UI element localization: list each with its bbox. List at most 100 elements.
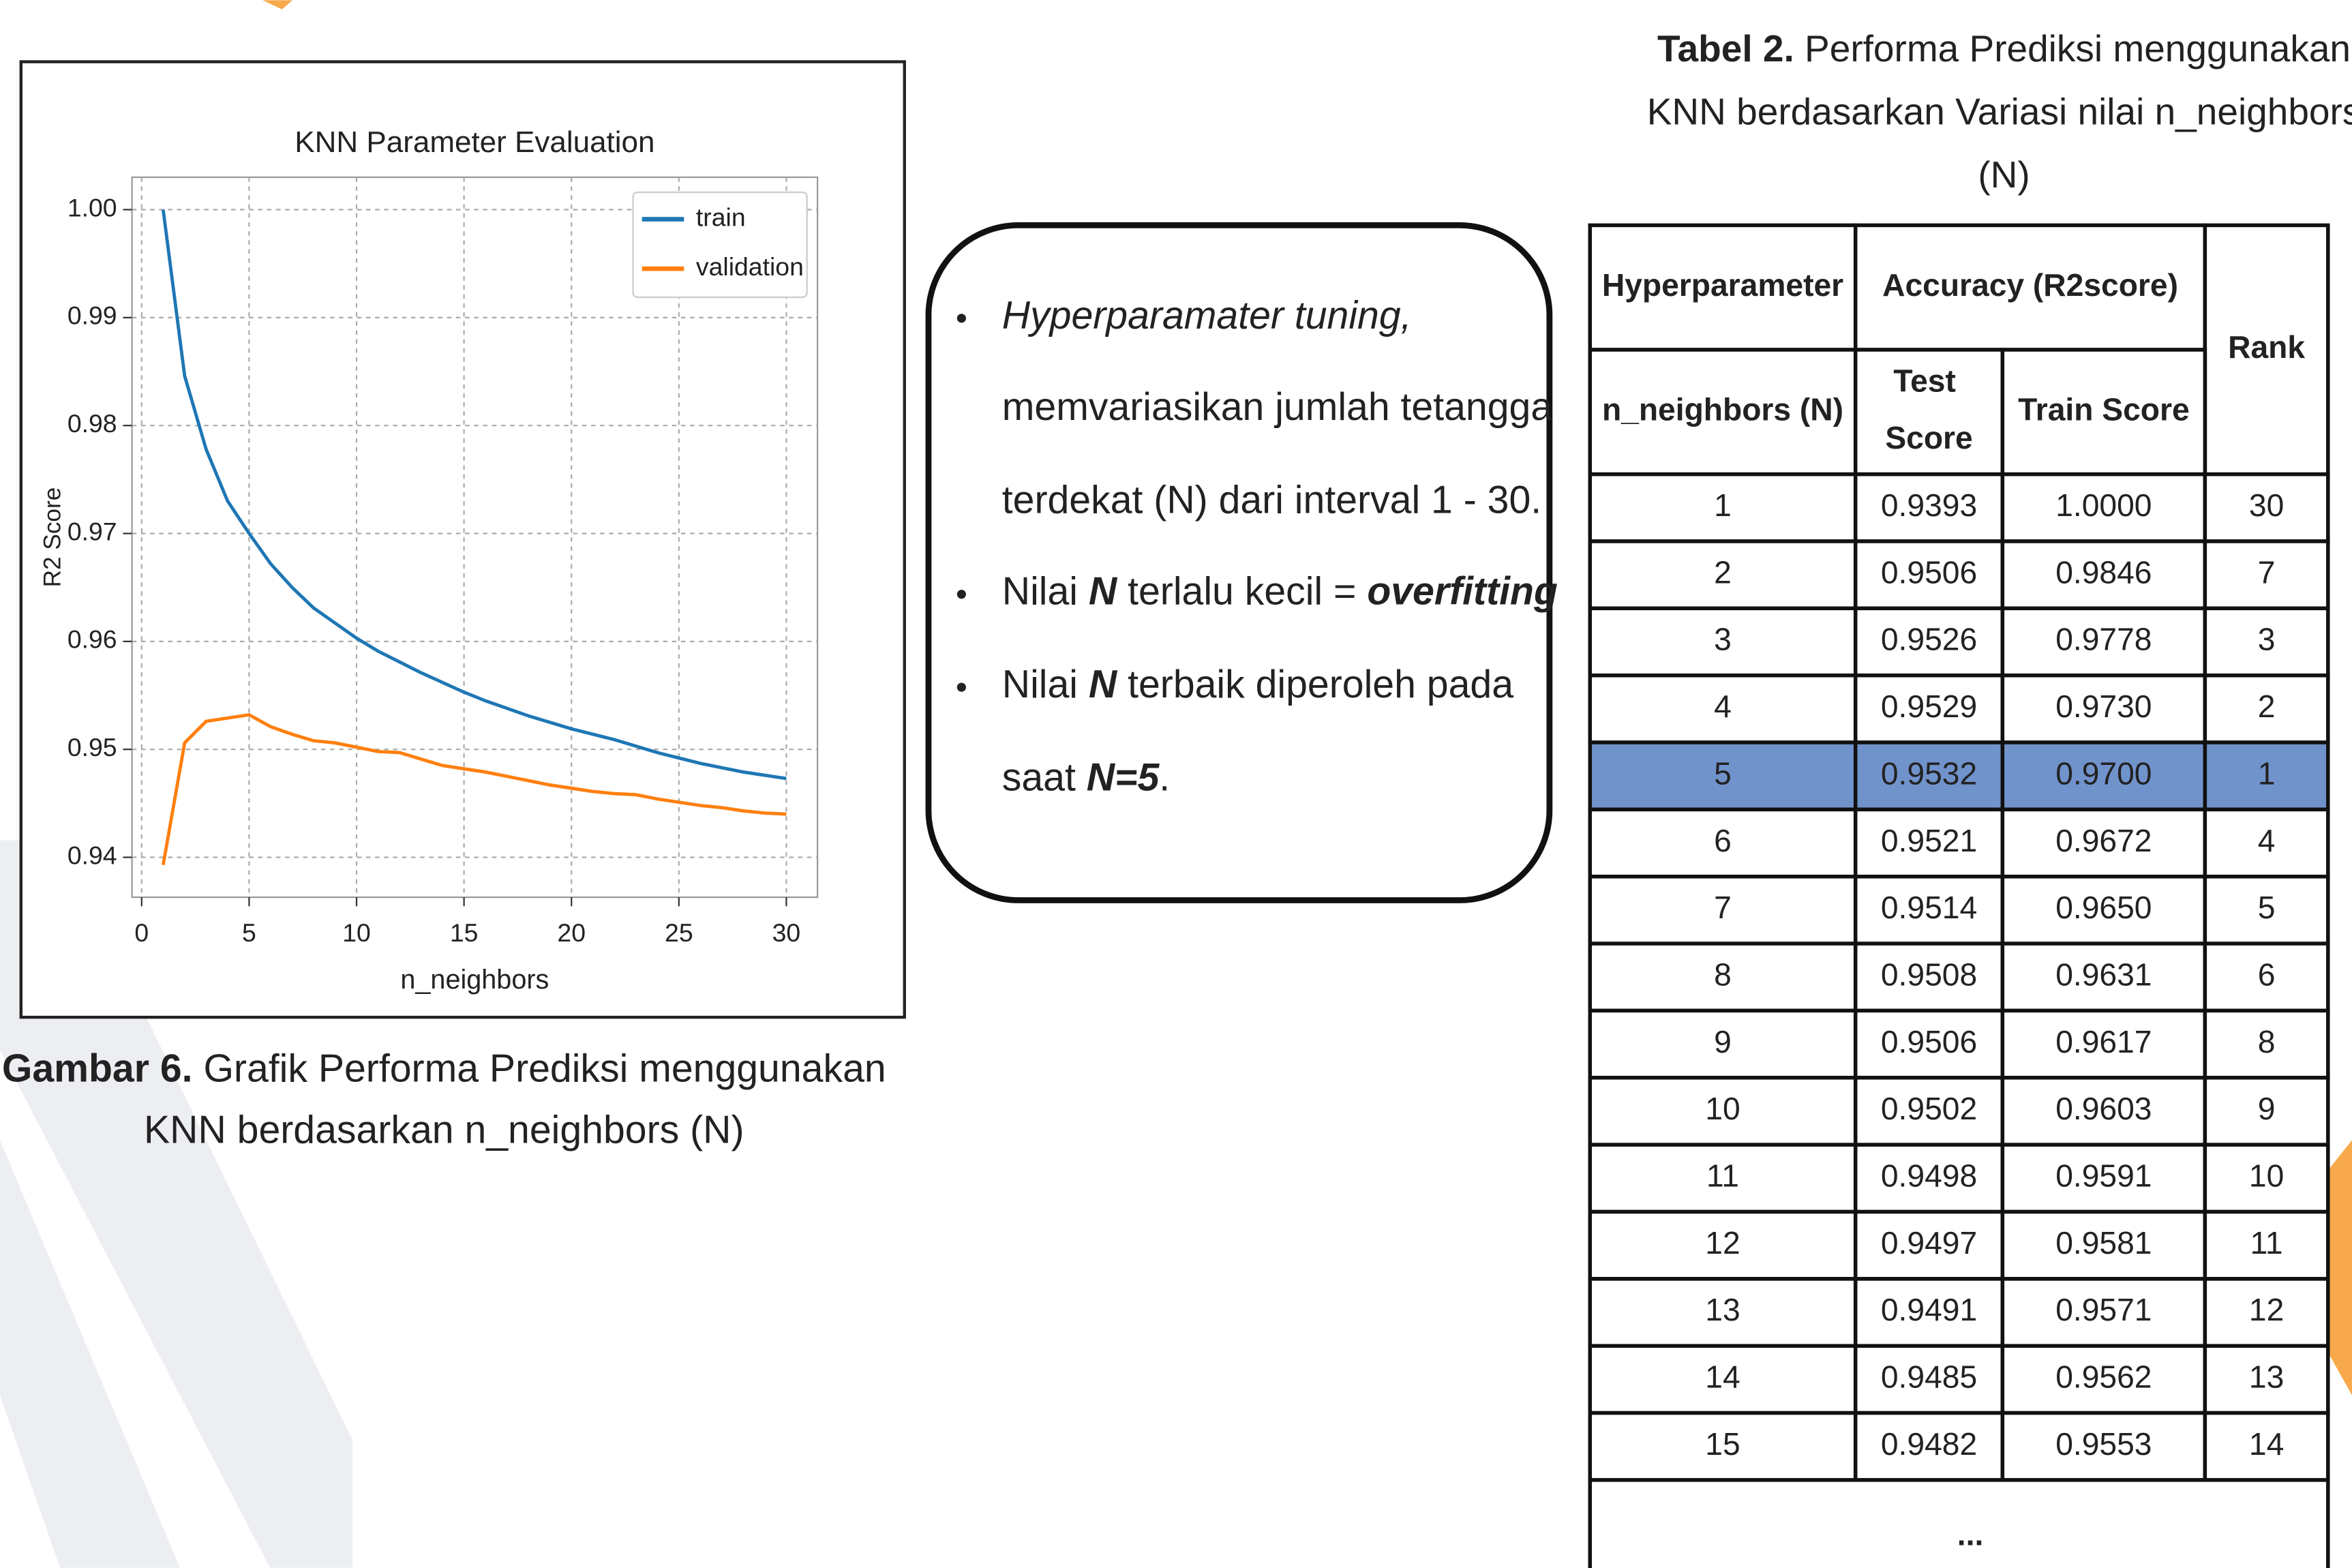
figure-caption: KNN berdasarkan n_neighbors (N) (144, 1109, 744, 1152)
table-cell-text: 0.9532 (1881, 755, 1977, 791)
table-cell-text: 13 (2249, 1359, 2284, 1395)
table-cell (1588, 807, 1858, 879)
table-cell-text: 0.9846 (2055, 554, 2152, 590)
table-cell-text: 0.9514 (1881, 890, 1977, 925)
deco-stripe (0, 840, 353, 1568)
table-cell-text: 0.9498 (1881, 1158, 1977, 1194)
table-cell-text: 0.9529 (1881, 689, 1977, 724)
table-cell-text: 0.9502 (1881, 1091, 1977, 1126)
y-axis-label: R2 Score (40, 487, 66, 588)
table-cell-text: 0.9506 (1881, 1024, 1977, 1059)
table-header-line: Score (1885, 420, 1972, 455)
table-cell (2203, 1209, 2330, 1281)
table-cell-text: 8 (2258, 1024, 2276, 1059)
x-tick-label: 30 (772, 918, 801, 947)
table-cell (1588, 1411, 1858, 1482)
table-cell-text: 0.9526 (1881, 622, 1977, 657)
table-cell-text: 6 (2258, 956, 2276, 992)
bullet-text-part: N (1089, 663, 1118, 706)
table-cell (1588, 1143, 1858, 1214)
table-cell-text: 0.9521 (1881, 823, 1977, 858)
figure-caption: Gambar 6. Grafik Performa Prediksi mengg… (2, 1046, 886, 1090)
table-caption-part: Tabel 2. (1657, 27, 1794, 70)
table-header: n_neighbors (N) (1602, 392, 1843, 427)
legend-label: validation (696, 252, 804, 281)
table-cell-text: 0.9497 (1881, 1225, 1977, 1261)
figure-caption-part: KNN berdasarkan n_neighbors (N) (144, 1109, 744, 1152)
deco-stripe (0, 1140, 181, 1568)
table-cell (1588, 348, 1858, 477)
table-cell-text: 15 (1705, 1426, 1740, 1462)
table-cell-text: 14 (1705, 1359, 1740, 1395)
legend-label: train (696, 202, 746, 231)
table-cell-text: 12 (2249, 1292, 2284, 1327)
table-cell (2000, 1277, 2207, 1348)
bullet-text-part: Hyperparamater tuning, (1002, 294, 1412, 337)
bullet-text-part: memvariasikan jumlah tetangga (1002, 385, 1553, 429)
y-tick-label: 0.99 (67, 301, 117, 330)
x-tick-label: 20 (557, 918, 586, 947)
table-cell-text: 7 (2258, 554, 2276, 590)
table-cell (2203, 1344, 2330, 1415)
table-cell-text: 13 (1705, 1292, 1740, 1327)
table-cell-text: 1.0000 (2055, 487, 2152, 523)
table-cell (2000, 348, 2207, 477)
y-tick-label: 0.96 (67, 625, 117, 654)
table-cell (1853, 941, 2005, 1013)
table-cell-text: 8 (1714, 956, 1732, 992)
table-header: Train Score (2018, 392, 2190, 427)
table-cell-text: 14 (2249, 1426, 2284, 1462)
table-cell-text: 10 (1705, 1091, 1740, 1126)
bullet-text: Nilai N terlalu kecil = overfitting (1002, 570, 1558, 614)
table-cell-text: 0.9508 (1881, 956, 1977, 992)
table-cell (1853, 606, 2005, 678)
bullet-text-part: terlalu kecil = (1117, 570, 1367, 614)
bullet-text-part: N=5 (1087, 756, 1160, 800)
table-cell (2203, 606, 2330, 678)
table-cell-text: 0.9553 (2055, 1426, 2152, 1462)
table-cell-text: 0.9591 (2055, 1158, 2152, 1194)
table-cell (2000, 1008, 2207, 1080)
y-tick-label: 0.94 (67, 841, 117, 869)
table-header-line: Test (1893, 363, 1964, 399)
table-cell (1853, 223, 2207, 352)
table-cell (1588, 472, 1858, 543)
x-tick-label: 0 (134, 918, 149, 947)
table-cell (1588, 1344, 1858, 1415)
bullet-text-part: . (1159, 756, 1170, 800)
chart-title: KNN Parameter Evaluation (295, 125, 654, 159)
bullet-text: saat N=5. (1002, 756, 1170, 800)
table-cell-text: 0.9581 (2055, 1225, 2152, 1261)
y-tick-label: 1.00 (67, 193, 117, 222)
table-cell-text: 5 (2258, 890, 2276, 925)
table-caption-part: (N) (1978, 153, 2030, 196)
table-cell-text: 0.9562 (2055, 1359, 2152, 1395)
table-cell-text: 5 (1714, 755, 1732, 791)
y-tick-label: 0.97 (67, 517, 117, 545)
table-cell-text: 2 (2258, 689, 2276, 724)
table-cell-text: 4 (2258, 823, 2276, 858)
bullet-text-part: saat (1002, 756, 1087, 800)
table-cell-text: 0.9650 (2055, 890, 2152, 925)
table-caption-part: Performa Prediksi menggunakan (1794, 27, 2351, 70)
bullet-dot (956, 314, 966, 323)
table-cell (2203, 1411, 2330, 1482)
table-cell (2000, 606, 2207, 678)
table-cell-text: 0.9730 (2055, 689, 2152, 724)
table-cell-text: 0.9631 (2055, 956, 2152, 992)
bullet-text-part: N (1089, 570, 1118, 614)
table-cell-text: 6 (1714, 823, 1732, 858)
x-tick-label: 5 (242, 918, 256, 947)
table-cell-text: 11 (1706, 1158, 1739, 1194)
table-cell (1588, 740, 1858, 812)
deco-orange (262, 0, 293, 10)
series-line (161, 713, 787, 866)
table-cell-text: 9 (2258, 1091, 2276, 1126)
table-ellipsis: ... (1957, 1517, 1984, 1552)
bullet-dot (956, 682, 966, 692)
table-caption: Tabel 2. Performa Prediksi menggunakan (1657, 27, 2351, 70)
table-cell-text: 9 (1714, 1024, 1732, 1059)
table-cell-text: 0.9672 (2055, 823, 2152, 858)
series-line (161, 209, 787, 781)
